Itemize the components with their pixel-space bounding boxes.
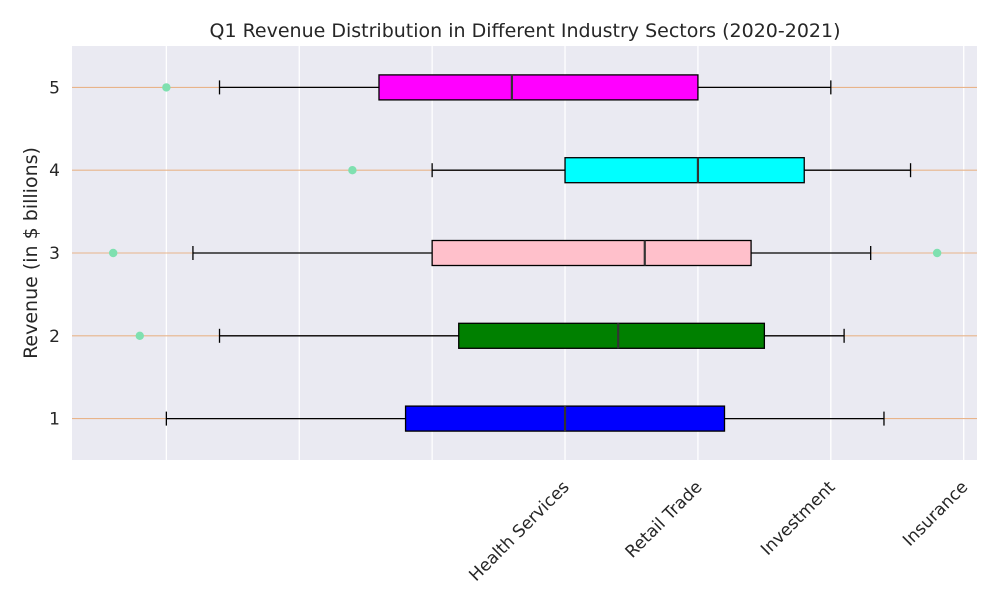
box-iqr: [431, 239, 752, 267]
box-1: [165, 405, 885, 432]
x-tick-label: Health Services: [465, 477, 573, 585]
box-iqr: [564, 157, 805, 184]
y-tick-label: 2: [49, 327, 60, 347]
box-5: [162, 74, 832, 101]
x-tick-label: Insurance: [899, 477, 972, 550]
boxes: [108, 74, 942, 432]
outlier-point: [932, 248, 942, 258]
outlier-point: [135, 331, 144, 340]
y-axis-ticks: 1 2 3 4 5: [49, 78, 60, 429]
y-tick-label: 3: [49, 244, 60, 264]
chart-title: Q1 Revenue Distribution in Different Ind…: [209, 20, 840, 42]
box-3: [108, 239, 942, 267]
x-tick-label: Investment: [757, 477, 839, 559]
y-tick-label: 5: [49, 78, 60, 98]
outlier-point: [108, 248, 118, 258]
x-tick-label: Retail Trade: [622, 477, 707, 562]
box-4: [348, 157, 912, 184]
y-tick-label: 4: [49, 161, 60, 181]
outlier-point: [162, 83, 171, 92]
x-axis-ticks: Health Services Retail Trade Investment Ins…: [465, 477, 972, 585]
box-iqr: [458, 322, 766, 349]
y-axis-label: Revenue (in $ billions): [20, 147, 42, 359]
y-tick-label: 1: [49, 410, 60, 430]
box-2: [135, 322, 845, 349]
outlier-point: [348, 166, 357, 175]
box-iqr: [378, 74, 699, 101]
